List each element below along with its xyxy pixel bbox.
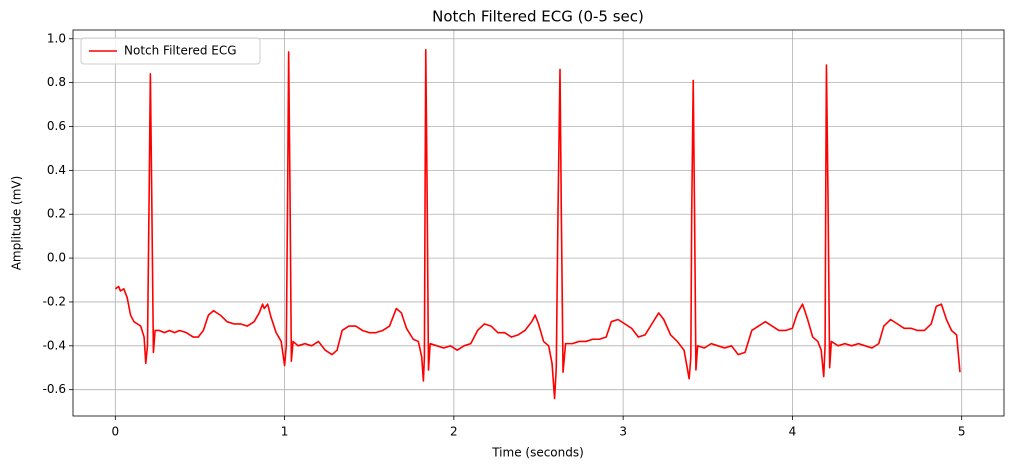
y-tick-label: -0.6 — [43, 382, 66, 396]
x-tick-label: 5 — [958, 425, 966, 439]
y-tick-label: 0.2 — [47, 207, 66, 221]
y-tick-label: 1.0 — [47, 31, 66, 45]
x-tick-label: 2 — [450, 425, 458, 439]
line-series — [114, 48, 961, 400]
y-tick-label: 0.4 — [47, 163, 66, 177]
x-tick-label: 0 — [111, 425, 119, 439]
y-tick-label: 0.0 — [47, 251, 66, 265]
legend-label: Notch Filtered ECG — [124, 44, 237, 58]
y-tick-label: 0.6 — [47, 119, 66, 133]
chart-title: Notch Filtered ECG (0-5 sec) — [432, 8, 644, 26]
x-tick-label: 1 — [281, 425, 289, 439]
y-tick-label: -0.4 — [43, 338, 66, 352]
legend-box — [80, 37, 261, 65]
y-tick-label: -0.2 — [43, 294, 66, 308]
x-tick-label: 4 — [789, 425, 797, 439]
y-tick-label: 0.8 — [47, 75, 66, 89]
x-axis-label: Time (seconds) — [491, 446, 584, 460]
axes-frame — [72, 29, 1005, 417]
x-tick-label: 3 — [619, 425, 627, 439]
y-axis-label: Amplitude (mV) — [10, 176, 24, 271]
